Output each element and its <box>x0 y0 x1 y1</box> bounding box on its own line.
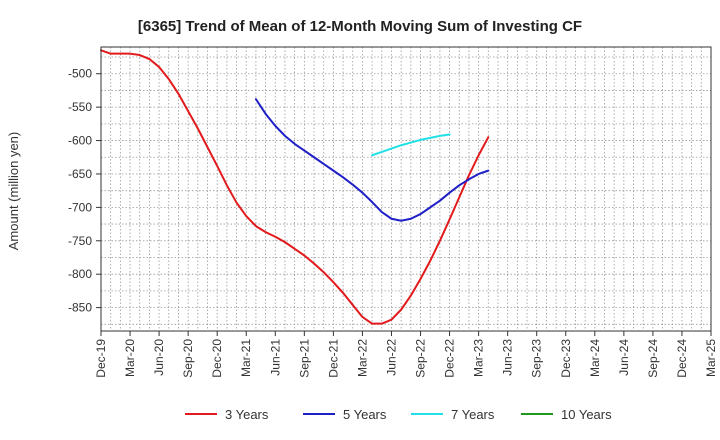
x-tick-label: Mar-21 <box>239 339 253 377</box>
x-tick-label: Jun-23 <box>501 339 515 376</box>
plot-frame <box>100 46 712 332</box>
y-tick-label: -600 <box>68 134 92 148</box>
x-tick-label: Dec-22 <box>443 339 457 378</box>
y-tick-label: -750 <box>68 234 92 248</box>
y-tick-labels: -500 -550 -600 -650 -700 -750 -800 -850 <box>68 67 101 315</box>
x-tick-label: Dec-24 <box>675 339 689 378</box>
x-tick-label: Dec-19 <box>94 339 108 378</box>
y-tick-label: -700 <box>68 200 92 214</box>
series-line-3-years <box>100 49 490 325</box>
legend-label: 10 Years <box>561 407 612 422</box>
y-tick-label: -650 <box>68 167 92 181</box>
x-tick-label: Mar-22 <box>355 339 369 377</box>
x-tick-label: Sep-22 <box>414 339 428 378</box>
x-tick-label: Sep-20 <box>181 339 195 378</box>
x-tick-label: Jun-20 <box>152 339 166 376</box>
y-tick-label: -800 <box>68 267 92 281</box>
series-line-7-years <box>371 133 451 157</box>
x-tick-label: Jun-21 <box>268 339 282 376</box>
legend: 3 Years 5 Years 7 Years 10 Years <box>185 407 612 422</box>
x-tick-label: Dec-23 <box>559 339 573 378</box>
x-tick-label: Jun-22 <box>384 339 398 376</box>
x-tick-label: Mar-20 <box>123 339 137 377</box>
grid-lines <box>101 47 711 331</box>
y-tick-label: -500 <box>68 67 92 81</box>
legend-label: 3 Years <box>225 407 269 422</box>
legend-label: 7 Years <box>451 407 495 422</box>
x-tick-label: Mar-25 <box>704 339 718 377</box>
x-tick-label: Mar-24 <box>588 339 602 377</box>
y-tick-label: -550 <box>68 100 92 114</box>
chart-title: [6365] Trend of Mean of 12-Month Moving … <box>138 18 582 35</box>
y-axis-label: Amount (million yen) <box>6 132 21 251</box>
x-tick-label: Sep-24 <box>646 339 660 378</box>
series-line-5-years <box>254 98 490 222</box>
x-tick-label: Dec-20 <box>210 339 224 378</box>
x-tick-label: Jun-24 <box>617 339 631 376</box>
y-tick-label: -850 <box>68 301 92 315</box>
x-tick-label: Sep-23 <box>530 339 544 378</box>
x-tick-label: Dec-21 <box>326 339 340 378</box>
series-lines <box>100 49 490 325</box>
legend-label: 5 Years <box>343 407 387 422</box>
x-tick-label: Sep-21 <box>297 339 311 378</box>
x-tick-labels: Dec-19 Mar-20 Jun-20 Sep-20 Dec-20 Mar-21 Jun-… <box>94 331 718 378</box>
x-tick-label: Mar-23 <box>472 339 486 377</box>
